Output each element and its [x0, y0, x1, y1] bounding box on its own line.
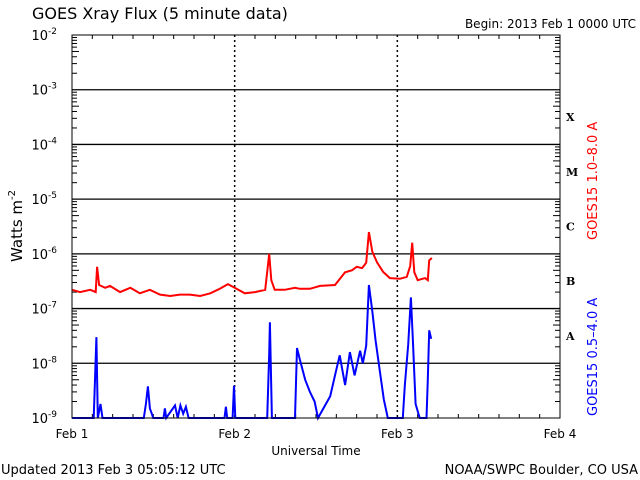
y-tick-exponent: -7: [48, 301, 57, 311]
y-axis-label-text: Watts m: [8, 200, 26, 262]
y-tick-label: 10-2: [31, 27, 57, 44]
y-tick-base: 10: [31, 357, 48, 372]
y-tick-exponent: -4: [48, 136, 57, 146]
y-tick-label: 10-7: [31, 301, 57, 318]
y-tick-exponent: -5: [48, 191, 57, 201]
y-tick-exponent: -9: [48, 410, 57, 420]
x-tick-label: Feb 1: [56, 427, 89, 441]
y-tick-label: 10-8: [31, 355, 57, 372]
series-group: [71, 231, 433, 421]
grid: [72, 35, 560, 418]
y-tick-exponent: -3: [48, 82, 57, 92]
y-tick-label: 10-9: [31, 410, 57, 427]
flare-class-label: X: [566, 111, 575, 124]
updated-timestamp: Updated 2013 Feb 3 05:05:12 UTC: [1, 463, 226, 478]
x-axis-label: Universal Time: [271, 444, 360, 458]
x-tick-label: Feb 2: [218, 427, 251, 441]
begin-label: Begin: 2013 Feb 1 0000 UTC: [465, 17, 636, 31]
x-tick-labels: Feb 1 Feb 2 Feb 3 Feb 4: [56, 427, 577, 441]
flare-class-label: M: [566, 166, 578, 179]
flare-class-labels: X M C B A: [565, 111, 578, 343]
y-tick-label: 10-3: [31, 82, 57, 99]
y-tick-exponent: -2: [48, 27, 57, 37]
y-tick-exponent: -6: [48, 246, 57, 256]
y-tick-base: 10: [31, 84, 48, 99]
y-tick-label: 10-6: [31, 246, 57, 263]
axis-ticks: [72, 35, 560, 418]
legend-long-channel: GOES15 1.0–8.0 A: [586, 122, 601, 240]
series-line-short-channel: [72, 284, 433, 421]
credit-label: NOAA/SWPC Boulder, CO USA: [445, 463, 638, 478]
flare-class-label: B: [566, 275, 575, 288]
y-tick-labels: 10-210-310-410-510-610-710-810-9: [31, 27, 57, 427]
flare-class-label: C: [566, 221, 575, 234]
x-tick-label: Feb 3: [381, 427, 414, 441]
y-axis-label-sup: -2: [7, 190, 18, 200]
y-tick-base: 10: [31, 303, 48, 318]
x-tick-label: Feb 4: [544, 427, 577, 441]
y-tick-label: 10-4: [31, 136, 57, 153]
y-axis-label: Watts m-2: [7, 190, 26, 262]
chart-title: GOES Xray Flux (5 minute data): [32, 4, 288, 23]
legend-short-channel: GOES15 0.5–4.0 A: [586, 298, 601, 416]
plot-frame: [71, 34, 561, 419]
flare-class-label: A: [565, 330, 575, 343]
y-tick-exponent: -8: [48, 355, 57, 365]
y-tick-base: 10: [31, 412, 48, 427]
y-tick-base: 10: [31, 138, 48, 153]
y-tick-label: 10-5: [31, 191, 57, 208]
series-line-long-channel: [71, 231, 433, 298]
y-tick-base: 10: [31, 193, 48, 208]
y-tick-base: 10: [31, 29, 48, 44]
y-tick-base: 10: [31, 248, 48, 263]
